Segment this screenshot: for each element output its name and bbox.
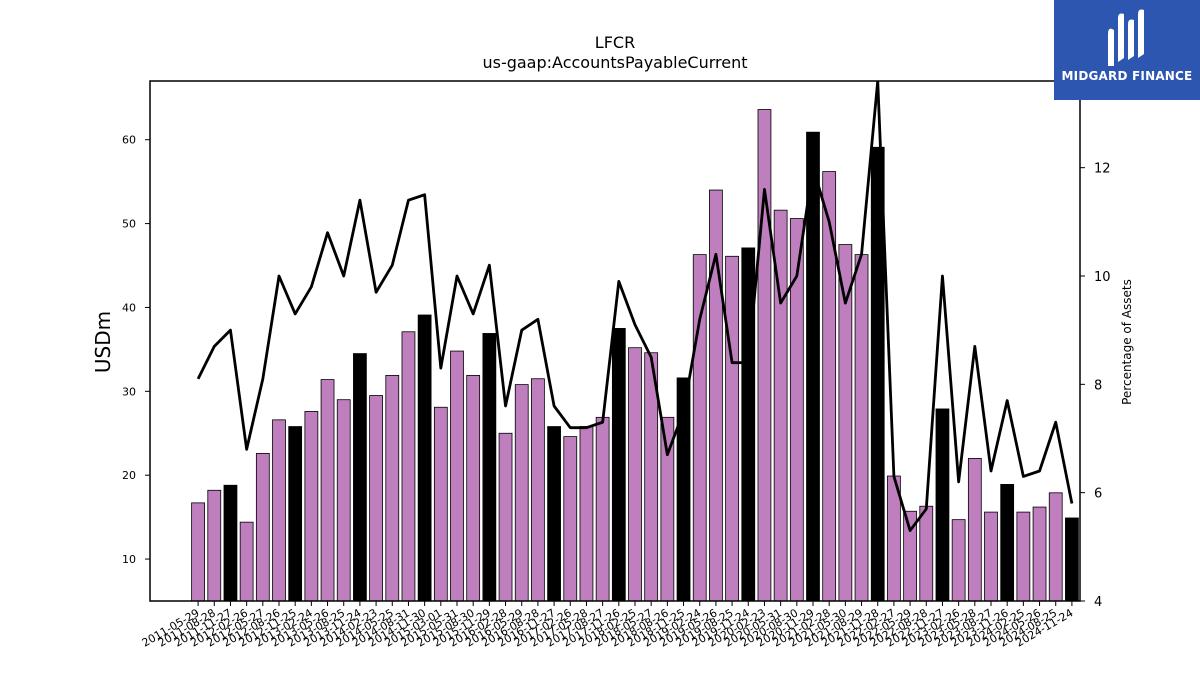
bar <box>207 489 222 602</box>
bar <box>563 436 578 602</box>
y2-tick-label: 12 <box>1094 162 1111 177</box>
bar <box>353 353 367 602</box>
y-tick-label: 20 <box>122 469 136 482</box>
bar <box>450 350 464 602</box>
y-tick-label: 30 <box>122 385 136 398</box>
chart-title: LFCR <box>595 33 635 52</box>
bar <box>482 333 497 602</box>
bar <box>1000 484 1015 602</box>
y2-axis-label: Percentage of Assets <box>1120 279 1134 405</box>
y2-tick-label: 8 <box>1094 378 1102 393</box>
axes: 10203040506046810122011-05-292011-08-282… <box>122 80 1111 650</box>
bar <box>1016 511 1031 602</box>
bar <box>466 374 481 602</box>
bar <box>935 408 950 602</box>
bar <box>854 254 869 602</box>
chart-subtitle: us-gaap:AccountsPayableCurrent <box>482 53 747 72</box>
bar <box>223 484 238 602</box>
line-series <box>196 81 1074 532</box>
bar <box>1032 506 1047 602</box>
bar <box>709 189 723 602</box>
bar <box>611 328 626 602</box>
bar <box>628 347 642 602</box>
bar <box>288 426 303 602</box>
bar <box>822 171 837 602</box>
bar <box>967 458 982 602</box>
bar <box>239 521 254 602</box>
bar <box>304 411 319 602</box>
plot-frame <box>149 80 1081 602</box>
bar <box>919 505 934 602</box>
bar <box>401 331 416 602</box>
bar <box>191 502 205 602</box>
bar <box>498 432 513 602</box>
bar <box>336 399 351 602</box>
y2-tick-label: 10 <box>1094 270 1111 285</box>
y2-tick-label: 6 <box>1094 487 1102 502</box>
brand-logo: MIDGARD FINANCE <box>1054 0 1200 100</box>
y-tick-label: 10 <box>122 553 136 566</box>
bar <box>433 406 448 602</box>
bar <box>757 109 772 602</box>
bar <box>579 426 594 602</box>
bar <box>1048 492 1063 602</box>
bar <box>725 255 739 602</box>
bar <box>320 379 335 602</box>
bar <box>595 416 610 602</box>
bar <box>514 384 529 602</box>
bar <box>951 519 966 602</box>
bar <box>984 511 998 602</box>
bar <box>369 395 383 602</box>
bar <box>417 314 432 602</box>
y-tick-label: 40 <box>122 301 136 314</box>
y-tick-label: 60 <box>122 134 136 147</box>
bar <box>531 378 545 602</box>
percentage-line <box>196 81 1074 532</box>
y-axis-label: USDm <box>91 311 115 373</box>
bar-series <box>191 109 1079 602</box>
midgard-m-logo-icon <box>1108 9 1144 67</box>
y-tick-label: 50 <box>122 218 136 231</box>
brand-name: MIDGARD FINANCE <box>1061 69 1193 83</box>
bar <box>385 374 400 602</box>
bar <box>547 426 561 602</box>
bar <box>272 419 286 602</box>
y2-tick-label: 4 <box>1094 595 1102 610</box>
bar <box>1065 517 1079 602</box>
bar <box>255 452 270 602</box>
